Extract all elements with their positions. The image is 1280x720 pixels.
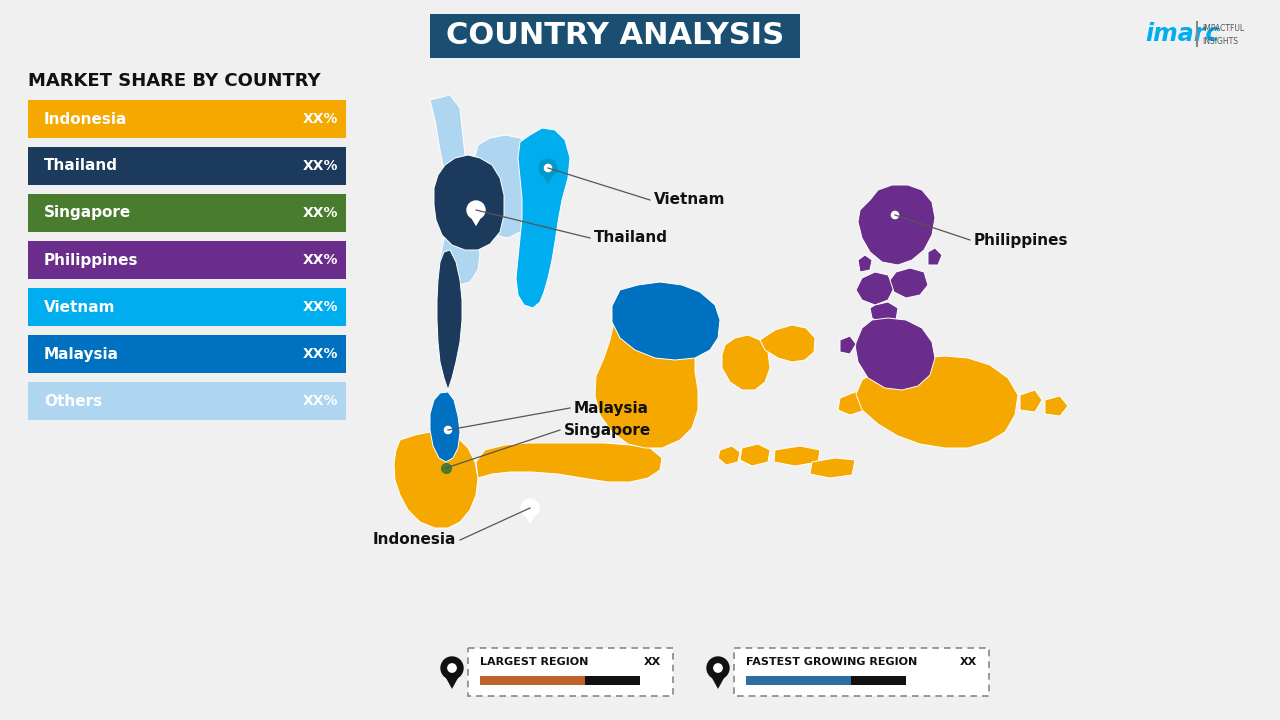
FancyBboxPatch shape: [468, 648, 673, 696]
FancyBboxPatch shape: [28, 382, 346, 420]
FancyBboxPatch shape: [28, 147, 346, 185]
Polygon shape: [774, 446, 820, 466]
Polygon shape: [855, 318, 934, 390]
Polygon shape: [856, 272, 893, 305]
Circle shape: [707, 657, 730, 679]
Circle shape: [442, 657, 463, 679]
Text: XX%: XX%: [302, 300, 338, 314]
Circle shape: [714, 664, 722, 672]
Circle shape: [891, 212, 899, 219]
FancyBboxPatch shape: [28, 241, 346, 279]
Polygon shape: [858, 185, 934, 265]
Text: XX%: XX%: [302, 394, 338, 408]
Circle shape: [539, 159, 557, 177]
FancyBboxPatch shape: [430, 14, 800, 58]
Text: COUNTRY ANALYSIS: COUNTRY ANALYSIS: [445, 22, 785, 50]
Text: Vietnam: Vietnam: [654, 192, 726, 207]
Polygon shape: [718, 446, 740, 465]
FancyBboxPatch shape: [851, 676, 906, 685]
Text: Indonesia: Indonesia: [372, 533, 456, 547]
Circle shape: [444, 426, 452, 433]
Polygon shape: [760, 325, 815, 362]
Text: XX%: XX%: [302, 206, 338, 220]
Text: IMPACTFUL
INSIGHTS: IMPACTFUL INSIGHTS: [1202, 24, 1244, 45]
Polygon shape: [472, 135, 541, 238]
FancyBboxPatch shape: [28, 194, 346, 232]
Text: LARGEST REGION: LARGEST REGION: [480, 657, 589, 667]
Polygon shape: [516, 128, 570, 308]
Text: Singapore: Singapore: [564, 423, 652, 438]
FancyBboxPatch shape: [28, 288, 346, 326]
Polygon shape: [840, 336, 856, 354]
Polygon shape: [539, 169, 557, 184]
FancyBboxPatch shape: [585, 676, 640, 685]
Text: Indonesia: Indonesia: [44, 112, 128, 127]
Text: imarc: imarc: [1146, 22, 1220, 46]
Circle shape: [439, 421, 457, 439]
Polygon shape: [858, 255, 872, 272]
Polygon shape: [1020, 390, 1042, 412]
Polygon shape: [886, 216, 904, 231]
Polygon shape: [436, 250, 462, 390]
Text: FASTEST GROWING REGION: FASTEST GROWING REGION: [746, 657, 918, 667]
Text: Others: Others: [44, 394, 102, 408]
Polygon shape: [810, 458, 855, 478]
Text: Singapore: Singapore: [44, 205, 132, 220]
Text: MARKET SHARE BY COUNTRY: MARKET SHARE BY COUNTRY: [28, 72, 320, 90]
Polygon shape: [707, 669, 730, 689]
Polygon shape: [439, 431, 457, 446]
Circle shape: [526, 505, 534, 512]
Text: Malaysia: Malaysia: [44, 346, 119, 361]
Circle shape: [472, 207, 480, 214]
Polygon shape: [890, 268, 928, 298]
Polygon shape: [722, 335, 771, 390]
Circle shape: [886, 206, 904, 224]
FancyBboxPatch shape: [746, 676, 851, 685]
Polygon shape: [856, 356, 1018, 448]
Text: XX: XX: [644, 657, 660, 667]
Text: Thailand: Thailand: [44, 158, 118, 174]
Circle shape: [544, 164, 552, 171]
Circle shape: [521, 499, 539, 517]
Circle shape: [448, 664, 456, 672]
FancyBboxPatch shape: [28, 100, 346, 138]
Polygon shape: [394, 432, 477, 528]
Text: XX%: XX%: [302, 347, 338, 361]
Polygon shape: [434, 155, 504, 250]
Polygon shape: [595, 282, 719, 448]
Text: XX%: XX%: [302, 253, 338, 267]
Polygon shape: [442, 669, 463, 689]
Text: Philippines: Philippines: [44, 253, 138, 268]
Text: XX%: XX%: [302, 159, 338, 173]
Text: Vietnam: Vietnam: [44, 300, 115, 315]
Text: Malaysia: Malaysia: [573, 400, 649, 415]
Polygon shape: [430, 392, 460, 462]
Polygon shape: [838, 392, 868, 415]
Polygon shape: [467, 211, 485, 226]
Text: XX: XX: [960, 657, 977, 667]
Text: Thailand: Thailand: [594, 230, 668, 246]
Circle shape: [467, 201, 485, 219]
FancyBboxPatch shape: [28, 335, 346, 373]
Text: XX%: XX%: [302, 112, 338, 126]
Polygon shape: [521, 509, 539, 524]
FancyBboxPatch shape: [733, 648, 989, 696]
Polygon shape: [612, 282, 719, 360]
Polygon shape: [476, 443, 662, 482]
Polygon shape: [430, 95, 480, 285]
Polygon shape: [870, 302, 899, 324]
Text: Philippines: Philippines: [974, 233, 1069, 248]
Polygon shape: [1044, 396, 1068, 416]
FancyBboxPatch shape: [480, 676, 585, 685]
Polygon shape: [928, 248, 942, 265]
Polygon shape: [740, 444, 771, 466]
